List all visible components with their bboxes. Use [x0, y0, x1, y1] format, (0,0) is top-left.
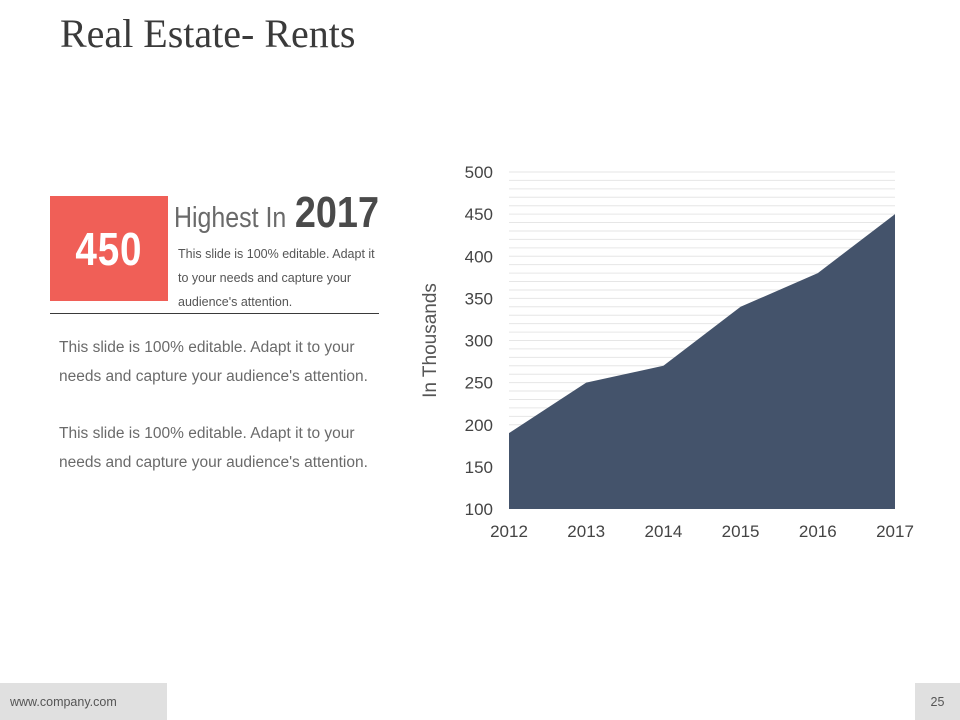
highlight-heading-word-1: Highest [174, 202, 259, 234]
body-paragraph-2: This slide is 100% editable. Adapt it to… [59, 425, 368, 471]
body-paragraph-1: This slide is 100% editable. Adapt it to… [59, 339, 368, 385]
footer-page-number: 25 [915, 683, 960, 720]
x-tick-label: 2016 [799, 522, 837, 541]
footer-page-number-text: 25 [930, 694, 945, 709]
y-tick-label: 400 [465, 247, 493, 266]
x-axis-tick-labels: 2012 2013 2014 2015 2016 2017 [490, 522, 914, 541]
rent-area-chart: 100 150 200 250 300 350 400 450 500 2012 2013 2014… [420, 163, 914, 541]
footer-website-text: www.company.com [10, 694, 117, 709]
x-tick-label: 2014 [644, 522, 682, 541]
x-tick-label: 2013 [567, 522, 605, 541]
x-tick-label: 2015 [722, 522, 760, 541]
slide-title: Real Estate- Rents [60, 11, 356, 56]
y-tick-label: 250 [465, 374, 493, 393]
y-tick-label: 150 [465, 458, 493, 477]
y-tick-label: 350 [465, 289, 493, 308]
y-tick-label: 200 [465, 416, 493, 435]
y-tick-label: 450 [465, 205, 493, 224]
area-series-1 [509, 214, 895, 509]
highlight-heading: Highest In 2017 [174, 188, 379, 238]
y-axis-tick-labels: 100 150 200 250 300 350 400 450 500 [465, 163, 493, 519]
section-divider [50, 313, 379, 314]
y-tick-label: 100 [465, 500, 493, 519]
highlight-description: This slide is 100% editable. Adapt it to… [178, 247, 375, 309]
footer-website: www.company.com [0, 683, 167, 720]
x-tick-label: 2012 [490, 522, 528, 541]
y-tick-label: 300 [465, 332, 493, 351]
highlight-heading-word-2: In [265, 202, 287, 234]
highlight-number-box: 450 [50, 196, 168, 301]
chart-area-layer [508, 214, 896, 509]
y-tick-label: 500 [465, 163, 493, 182]
highlight-number: 450 [75, 222, 143, 275]
x-tick-label: 2017 [876, 522, 914, 541]
y-axis-title: In Thousands [420, 283, 441, 398]
highlight-heading-year: 2017 [294, 188, 380, 237]
